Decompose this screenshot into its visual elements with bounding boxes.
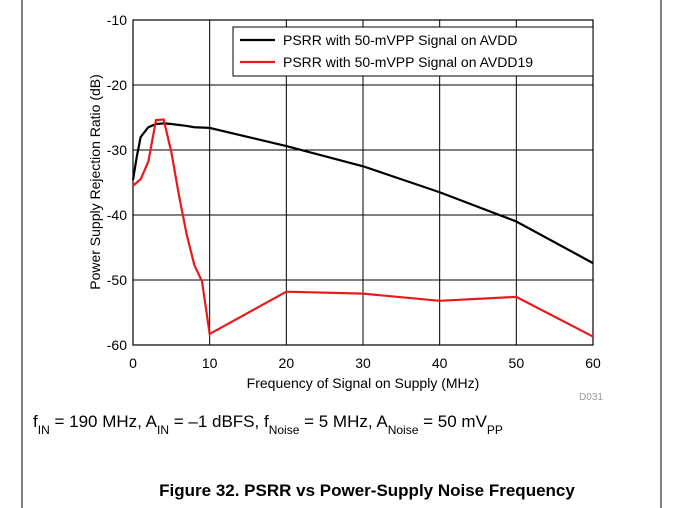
x-tick-label: 30 — [355, 355, 371, 371]
legend-label: PSRR with 50-mVPP Signal on AVDD — [283, 32, 517, 48]
note-part: IN — [38, 423, 50, 437]
x-tick-label: 60 — [585, 355, 601, 371]
x-tick-label: 20 — [279, 355, 295, 371]
x-tick-label: 40 — [432, 355, 448, 371]
note-part: = –1 dBFS, f — [169, 412, 269, 431]
legend-label: PSRR with 50-mVPP Signal on AVDD19 — [283, 54, 533, 70]
note-part: PP — [487, 423, 503, 437]
y-tick-label: -20 — [107, 77, 127, 93]
y-tick-label: -40 — [107, 207, 127, 223]
note-part: = 50 mV — [418, 412, 487, 431]
series-line — [132, 118, 594, 338]
note-part: Noise — [269, 423, 300, 437]
note-part: = 5 MHz, A — [299, 412, 388, 431]
y-tick-label: -50 — [107, 272, 127, 288]
y-axis-label: Power Supply Rejection Ratio (dB) — [87, 74, 103, 290]
note-part: Noise — [388, 423, 419, 437]
legend-box — [232, 26, 594, 77]
note-part: = 190 MHz, A — [50, 412, 158, 431]
x-tick-label: 0 — [129, 355, 137, 371]
note-part: IN — [157, 423, 169, 437]
note-part: f — [33, 412, 38, 431]
figure-code: D031 — [579, 392, 603, 403]
conditions-note: fIN = 190 MHz, AIN = –1 dBFS, fNoise = 5… — [33, 412, 503, 437]
figure-caption: Figure 32. PSRR vs Power-Supply Noise Fr… — [159, 481, 575, 500]
y-tick-label: -60 — [107, 337, 127, 353]
x-tick-label: 10 — [202, 355, 218, 371]
x-tick-label: 50 — [509, 355, 525, 371]
series-line — [131, 122, 594, 265]
plot-border — [132, 19, 594, 346]
y-tick-label: -10 — [107, 12, 127, 28]
x-axis-label: Frequency of Signal on Supply (MHz) — [247, 375, 480, 391]
y-tick-label: -30 — [107, 142, 127, 158]
